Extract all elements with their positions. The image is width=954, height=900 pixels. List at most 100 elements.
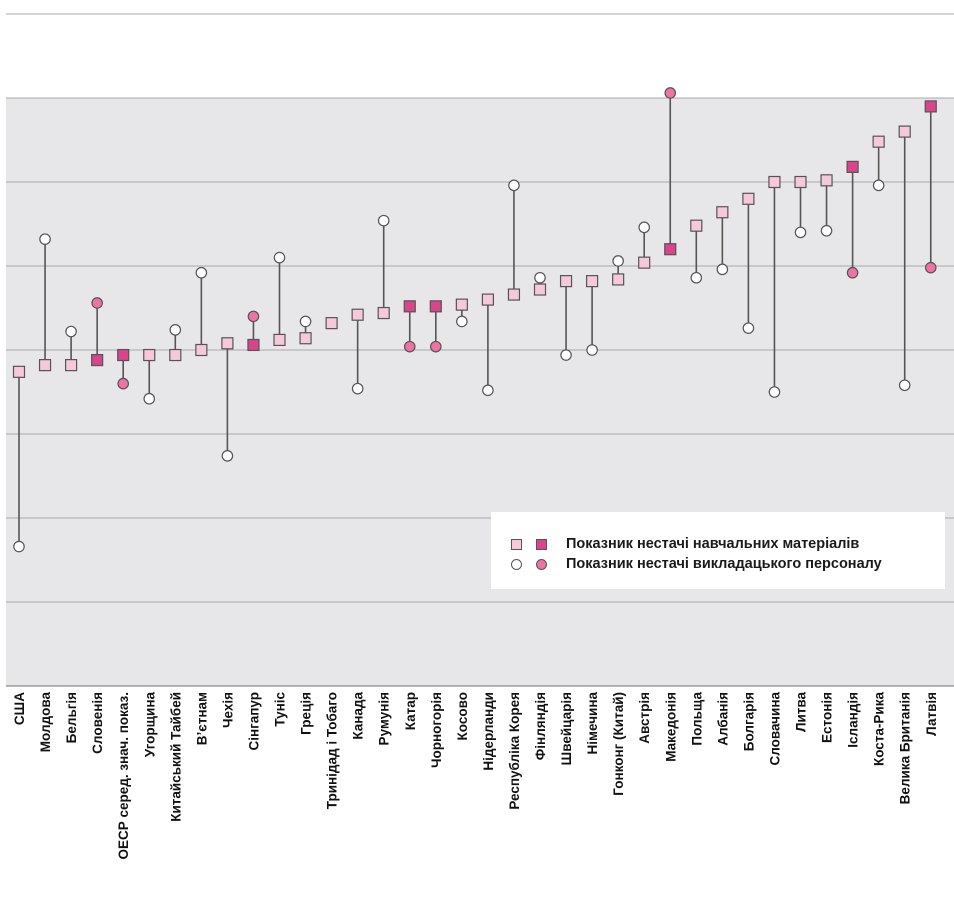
materials-marker	[664, 243, 677, 256]
teachers-marker	[586, 344, 598, 356]
x-tick-label: Велика Британія	[898, 692, 913, 804]
materials-marker	[924, 100, 937, 113]
teachers-marker	[195, 266, 208, 279]
materials-marker	[429, 300, 442, 313]
materials-marker	[898, 125, 911, 138]
x-tick-label: Фінляндія	[533, 692, 548, 760]
materials-marker	[690, 219, 703, 232]
teachers-marker	[924, 261, 937, 274]
x-tick-label: Катар	[403, 692, 418, 730]
materials-marker	[273, 333, 286, 347]
teachers-marker	[534, 271, 546, 284]
materials-marker	[820, 174, 833, 187]
teachers-marker	[482, 384, 494, 397]
x-tick-label: Німечина	[585, 692, 600, 755]
teachers-marker	[508, 179, 520, 192]
x-tick-label: Австрія	[637, 692, 652, 744]
materials-marker	[403, 300, 416, 313]
teachers-marker	[612, 255, 624, 267]
x-tick-label: Республіка Корея	[507, 692, 522, 810]
materials-marker	[117, 348, 130, 362]
teachers-marker	[560, 349, 572, 361]
legend-label-materials: Показник нестачі навчальних матеріалів	[566, 536, 860, 552]
teachers-marker	[117, 377, 129, 390]
materials-marker	[325, 317, 338, 330]
teachers-marker	[247, 310, 260, 323]
materials-marker	[559, 275, 573, 288]
teachers-marker	[820, 224, 833, 237]
teachers-marker	[742, 322, 755, 334]
plot-background	[6, 98, 954, 686]
x-tick-label: Тринідад і Тобаго	[325, 692, 340, 809]
teachers-marker	[638, 221, 650, 234]
teachers-marker	[846, 266, 859, 279]
dark-circle-icon	[536, 558, 547, 570]
x-tick-label: Ісландія	[846, 692, 861, 748]
teachers-marker	[429, 340, 442, 353]
materials-marker	[585, 275, 599, 288]
materials-marker	[221, 337, 234, 350]
open-circle-icon	[511, 558, 522, 570]
data-markers	[12, 87, 937, 553]
materials-marker	[612, 273, 625, 286]
x-tick-label: Словачина	[767, 692, 782, 766]
materials-marker	[377, 306, 390, 320]
x-tick-label: Греція	[299, 692, 314, 735]
light-square-icon	[511, 538, 522, 550]
materials-marker	[12, 365, 26, 378]
x-tick-label: Чорногорія	[429, 692, 444, 768]
x-tick-label: Молдова	[38, 692, 53, 753]
materials-marker	[143, 348, 156, 362]
x-tick-label: Швейцарія	[559, 692, 574, 765]
materials-marker	[64, 359, 78, 372]
materials-marker	[742, 192, 755, 205]
materials-marker	[768, 175, 781, 189]
x-tick-label: Словенія	[90, 692, 105, 754]
teachers-marker	[872, 179, 885, 192]
materials-marker	[38, 359, 52, 372]
dark-square-icon	[536, 538, 547, 550]
x-tick-label: Китайський Тайбей	[168, 692, 183, 822]
materials-marker	[716, 206, 729, 219]
teachers-marker	[351, 382, 364, 395]
materials-marker	[481, 293, 494, 306]
teachers-marker	[91, 297, 103, 309]
legend-label-teachers: Показник нестачі викладацького персоналу	[566, 556, 882, 572]
materials-marker	[507, 288, 521, 301]
x-tick-label: Албанія	[715, 692, 730, 746]
materials-marker	[351, 308, 364, 321]
teachers-marker	[39, 233, 51, 245]
materials-marker	[247, 338, 260, 352]
x-tick-label: В’єтнам	[194, 692, 209, 745]
teachers-marker	[65, 325, 77, 338]
teachers-marker	[13, 540, 25, 553]
materials-marker	[846, 160, 859, 173]
teachers-marker	[221, 450, 234, 462]
teachers-marker	[143, 392, 156, 405]
x-tick-label: Гонконг (Китай)	[611, 692, 626, 796]
materials-marker	[794, 175, 807, 189]
legend-item-teachers: Показник нестачі викладацького персоналу	[491, 554, 882, 574]
legend-item-materials: Показник нестачі навчальних матеріалів	[491, 534, 859, 554]
x-tick-label: ОЕСР серед. знач. показ.	[116, 692, 131, 860]
x-tick-label: Нідерланди	[481, 692, 496, 771]
teachers-marker	[403, 340, 416, 353]
teachers-marker	[768, 386, 781, 398]
teachers-marker	[377, 214, 390, 227]
teachers-marker	[794, 226, 807, 239]
materials-marker	[638, 256, 651, 269]
x-tick-label: Румунія	[377, 692, 392, 745]
x-tick-label: Болгарія	[741, 692, 756, 751]
x-tick-label: Бельгія	[64, 692, 79, 743]
x-tick-label: США	[12, 692, 27, 725]
teachers-marker	[273, 251, 286, 264]
gridlines	[6, 13, 954, 687]
teachers-marker	[716, 263, 729, 276]
teachers-marker	[299, 315, 312, 328]
legend: Показник нестачі навчальних матеріалів П…	[491, 512, 945, 589]
materials-marker	[169, 348, 182, 362]
teachers-marker	[898, 379, 911, 392]
materials-marker	[195, 343, 208, 357]
materials-marker	[455, 298, 468, 311]
